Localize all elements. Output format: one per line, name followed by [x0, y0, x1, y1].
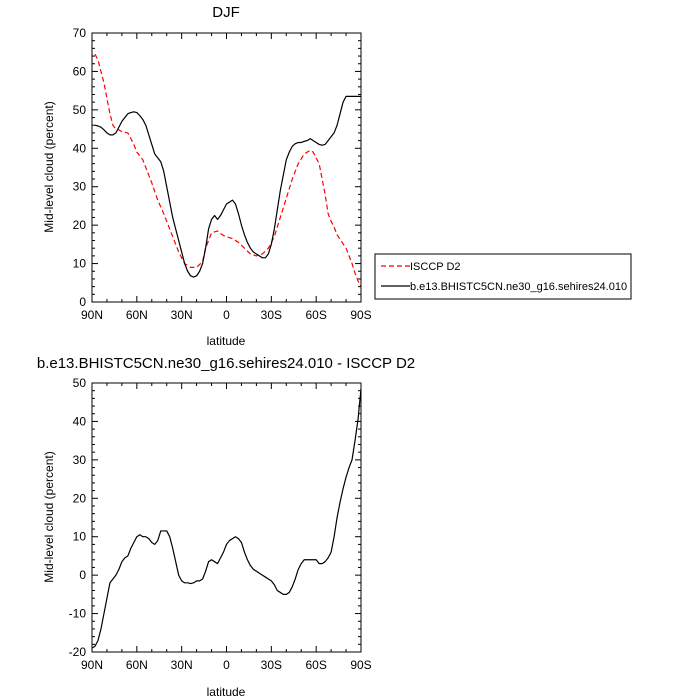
x-tick-label: 60S — [305, 308, 326, 322]
y-tick-label: 20 — [73, 218, 87, 232]
series-line-isccp-d2 — [94, 53, 362, 287]
bottom-y-axis-label: Mid-level cloud (percent) — [42, 451, 56, 582]
y-tick-label: 20 — [73, 491, 87, 505]
bottom-axis-ticks: -20 -10 0 10 20 30 40 50 90N 60N 30N 0 30S 60S 90S — [69, 376, 372, 672]
legend-label-isccp: ISCCP D2 — [410, 261, 461, 273]
x-tick-label: 30S — [261, 308, 282, 322]
legend-label-model: b.e13.BHISTC5CN.ne30_g16.sehires24.010 — [410, 281, 627, 293]
y-tick-label: 40 — [73, 141, 87, 155]
x-tick-label: 30S — [261, 658, 282, 672]
legend: ISCCP D2 b.e13.BHISTC5CN.ne30_g16.sehire… — [374, 253, 632, 300]
x-tick-label: 0 — [223, 658, 230, 672]
y-tick-label: -10 — [69, 607, 87, 621]
y-tick-label: 0 — [79, 568, 86, 582]
bottom-plot-frame — [91, 382, 362, 653]
y-tick-label: 30 — [73, 453, 87, 467]
series-line-difference — [91, 388, 362, 649]
y-tick-label: 50 — [73, 103, 87, 117]
top-x-axis-label: latitude — [207, 334, 246, 348]
x-tick-label: 60N — [126, 658, 148, 672]
y-tick-label: 50 — [73, 376, 87, 390]
legend-box — [374, 253, 632, 300]
series-line-model — [94, 95, 361, 278]
x-tick-label: 90S — [350, 658, 371, 672]
y-tick-label: 30 — [73, 180, 87, 194]
chart-title-top: DJF — [212, 4, 240, 21]
y-tick-label: 70 — [73, 26, 87, 40]
bottom-x-axis-label: latitude — [207, 685, 246, 699]
x-tick-label: 60N — [126, 308, 148, 322]
y-tick-label: 10 — [73, 530, 87, 544]
x-tick-label: 90N — [81, 308, 103, 322]
y-tick-label: 0 — [79, 295, 86, 309]
top-plot-frame — [91, 32, 362, 303]
x-tick-label: 90S — [350, 308, 371, 322]
chart-title-bottom: b.e13.BHISTC5CN.ne30_g16.sehires24.010 -… — [37, 355, 415, 372]
top-series-group — [94, 53, 362, 287]
y-tick-label: -20 — [69, 645, 87, 659]
bottom-series-group — [91, 388, 362, 649]
y-tick-label: 60 — [73, 64, 87, 78]
y-tick-label: 10 — [73, 257, 87, 271]
x-tick-label: 30N — [171, 308, 193, 322]
top-y-axis-label: Mid-level cloud (percent) — [42, 101, 56, 232]
x-tick-label: 30N — [171, 658, 193, 672]
top-panel: DJF 0 10 20 30 40 50 60 70 90N 60N 30N 0 30S 60S 90S l… — [42, 4, 372, 348]
y-tick-label: 40 — [73, 414, 87, 428]
bottom-panel: b.e13.BHISTC5CN.ne30_g16.sehires24.010 -… — [37, 355, 415, 699]
x-tick-label: 60S — [305, 658, 326, 672]
top-axis-ticks: 0 10 20 30 40 50 60 70 90N 60N 30N 0 30S 60S 90S — [73, 26, 372, 322]
x-tick-label: 90N — [81, 658, 103, 672]
x-tick-label: 0 — [223, 308, 230, 322]
